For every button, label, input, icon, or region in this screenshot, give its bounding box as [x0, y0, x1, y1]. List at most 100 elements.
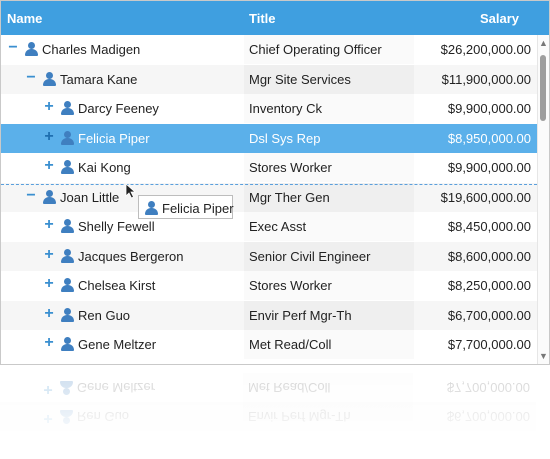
name-cell: + Shelly Fewell: [1, 212, 244, 241]
table-row[interactable]: + Kai Kong Stores Worker $9,900,000.00: [1, 153, 537, 182]
expand-icon[interactable]: +: [44, 157, 54, 174]
salary-cell: $8,450,000.00: [414, 212, 537, 241]
salary-cell: $9,900,000.00: [414, 94, 537, 123]
employee-title: Chief Operating Officer: [249, 42, 382, 57]
salary-cell: $9,900,000.00: [414, 153, 537, 182]
employee-name: Felicia Piper: [78, 130, 150, 146]
employee-name: Charles Madigen: [42, 42, 141, 57]
person-icon: [61, 278, 74, 292]
expand-icon[interactable]: +: [44, 127, 54, 145]
employee-salary: $8,600,000.00: [447, 248, 531, 264]
title-cell: Envir Perf Mgr-Th: [244, 300, 414, 330]
scroll-thumb[interactable]: [540, 55, 546, 121]
table-row[interactable]: − Charles Madigen Chief Operating Officer $…: [1, 35, 537, 64]
employee-title: Senior Civil Engineer: [249, 248, 371, 264]
person-icon: [43, 189, 56, 204]
table-row[interactable]: + Jacques Bergeron Senior Civil Engineer $8…: [1, 241, 537, 271]
person-icon: [61, 307, 74, 322]
column-header-title[interactable]: Title: [249, 11, 276, 26]
collapse-icon[interactable]: −: [26, 68, 36, 86]
employee-name: Jacques Bergeron: [78, 248, 184, 264]
employee-salary: $19,600,000.00: [440, 189, 531, 205]
table-row[interactable]: + Ren Guo Envir Perf Mgr-Th $6,700,000.00: [1, 300, 537, 330]
name-cell: − Tamara Kane: [1, 64, 244, 94]
name-cell: + Felicia Piper: [1, 123, 244, 153]
name-cell: + Chelsea Kirst: [1, 271, 244, 300]
salary-cell: $8,950,000.00: [414, 123, 537, 153]
drag-ghost: Felicia Piper: [138, 195, 234, 219]
employee-name: Tamara Kane: [60, 71, 138, 87]
person-icon: [61, 130, 74, 145]
reflection-fade: [0, 365, 550, 459]
employee-name: Shelly Fewell: [78, 219, 155, 234]
grid-body: − Charles Madigen Chief Operating Officer $…: [1, 35, 537, 360]
title-cell: Met Read/Coll: [244, 330, 414, 359]
expand-icon[interactable]: +: [44, 304, 54, 322]
expand-icon[interactable]: +: [44, 98, 54, 115]
table-row[interactable]: + Shelly Fewell Exec Asst $8,450,000.00: [1, 212, 537, 241]
employee-name: Joan Little: [60, 189, 120, 205]
column-header-salary[interactable]: Salary: [479, 11, 519, 26]
table-row[interactable]: + Gene Meltzer Met Read/Coll $7,700,000.00: [1, 330, 537, 359]
employee-title: Envir Perf Mgr-Th: [249, 307, 352, 323]
employee-name: Darcy Feeney: [78, 101, 159, 116]
employee-name: Kai Kong: [78, 160, 131, 175]
mouse-cursor-icon: [125, 183, 137, 199]
title-cell: Stores Worker: [244, 271, 414, 300]
employee-title: Mgr Site Services: [249, 71, 351, 87]
employee-title: Exec Asst: [249, 219, 307, 234]
table-row-selected[interactable]: + Felicia Piper Dsl Sys Rep $8,950,000.00: [1, 123, 537, 153]
salary-cell: $6,700,000.00: [414, 300, 537, 330]
vertical-scrollbar[interactable]: ▲ ▼: [537, 35, 549, 364]
name-cell: + Darcy Feeney: [1, 94, 244, 123]
employee-title: Inventory Ck: [249, 101, 322, 116]
table-row[interactable]: + Darcy Feeney Inventory Ck $9,900,000.00: [1, 94, 537, 123]
title-cell: Exec Asst: [244, 212, 414, 241]
employee-salary: $26,200,000.00: [440, 42, 531, 57]
employee-title: Stores Worker: [249, 160, 332, 175]
tree-grid: Name Title Salary − Charles Madigen Chief …: [0, 0, 550, 365]
employee-salary: $8,250,000.00: [447, 278, 531, 293]
table-row[interactable]: − Tamara Kane Mgr Site Services $11,900,000…: [1, 64, 537, 94]
drag-ghost-label: Felicia Piper: [162, 201, 234, 216]
title-cell: Dsl Sys Rep: [244, 123, 414, 153]
table-row[interactable]: + Chelsea Kirst Stores Worker $8,250,000.00: [1, 271, 537, 300]
title-cell: Senior Civil Engineer: [244, 241, 414, 271]
expand-icon[interactable]: +: [44, 216, 54, 233]
salary-cell: $26,200,000.00: [414, 35, 537, 64]
employee-name: Gene Meltzer: [78, 337, 157, 352]
column-header-name[interactable]: Name: [7, 11, 43, 26]
salary-cell: $8,600,000.00: [414, 241, 537, 271]
employee-title: Mgr Ther Gen: [249, 189, 330, 205]
name-cell: + Ren Guo: [1, 300, 244, 330]
title-cell: Mgr Ther Gen: [244, 182, 414, 212]
person-icon: [61, 219, 74, 233]
employee-name: Ren Guo: [78, 307, 131, 323]
drop-indicator-line: [1, 184, 537, 185]
table-row[interactable]: − Joan Little Mgr Ther Gen $19,600,000.00: [1, 182, 537, 212]
name-cell: + Kai Kong: [1, 153, 244, 182]
person-icon: [43, 71, 56, 86]
person-icon: [25, 42, 38, 56]
person-icon: [61, 248, 74, 263]
person-icon: [61, 101, 74, 115]
salary-cell: $19,600,000.00: [414, 182, 537, 212]
expand-icon[interactable]: +: [44, 275, 54, 292]
salary-cell: $11,900,000.00: [414, 64, 537, 94]
collapse-icon[interactable]: −: [26, 186, 36, 204]
employee-title: Stores Worker: [249, 278, 332, 293]
title-cell: Inventory Ck: [244, 94, 414, 123]
employee-title: Met Read/Coll: [249, 337, 332, 352]
scroll-up-arrow-icon[interactable]: ▲: [539, 38, 548, 48]
name-cell: + Jacques Bergeron: [1, 241, 244, 271]
scroll-down-arrow-icon[interactable]: ▼: [539, 351, 548, 361]
employee-salary: $8,950,000.00: [447, 130, 531, 146]
title-cell: Chief Operating Officer: [244, 35, 414, 64]
salary-cell: $7,700,000.00: [414, 330, 537, 359]
employee-salary: $9,900,000.00: [447, 101, 531, 116]
collapse-icon[interactable]: −: [8, 39, 18, 56]
expand-icon[interactable]: +: [44, 245, 54, 263]
employee-salary: $11,900,000.00: [441, 71, 531, 87]
employee-salary: $6,700,000.00: [447, 307, 531, 323]
expand-icon[interactable]: +: [44, 334, 54, 351]
